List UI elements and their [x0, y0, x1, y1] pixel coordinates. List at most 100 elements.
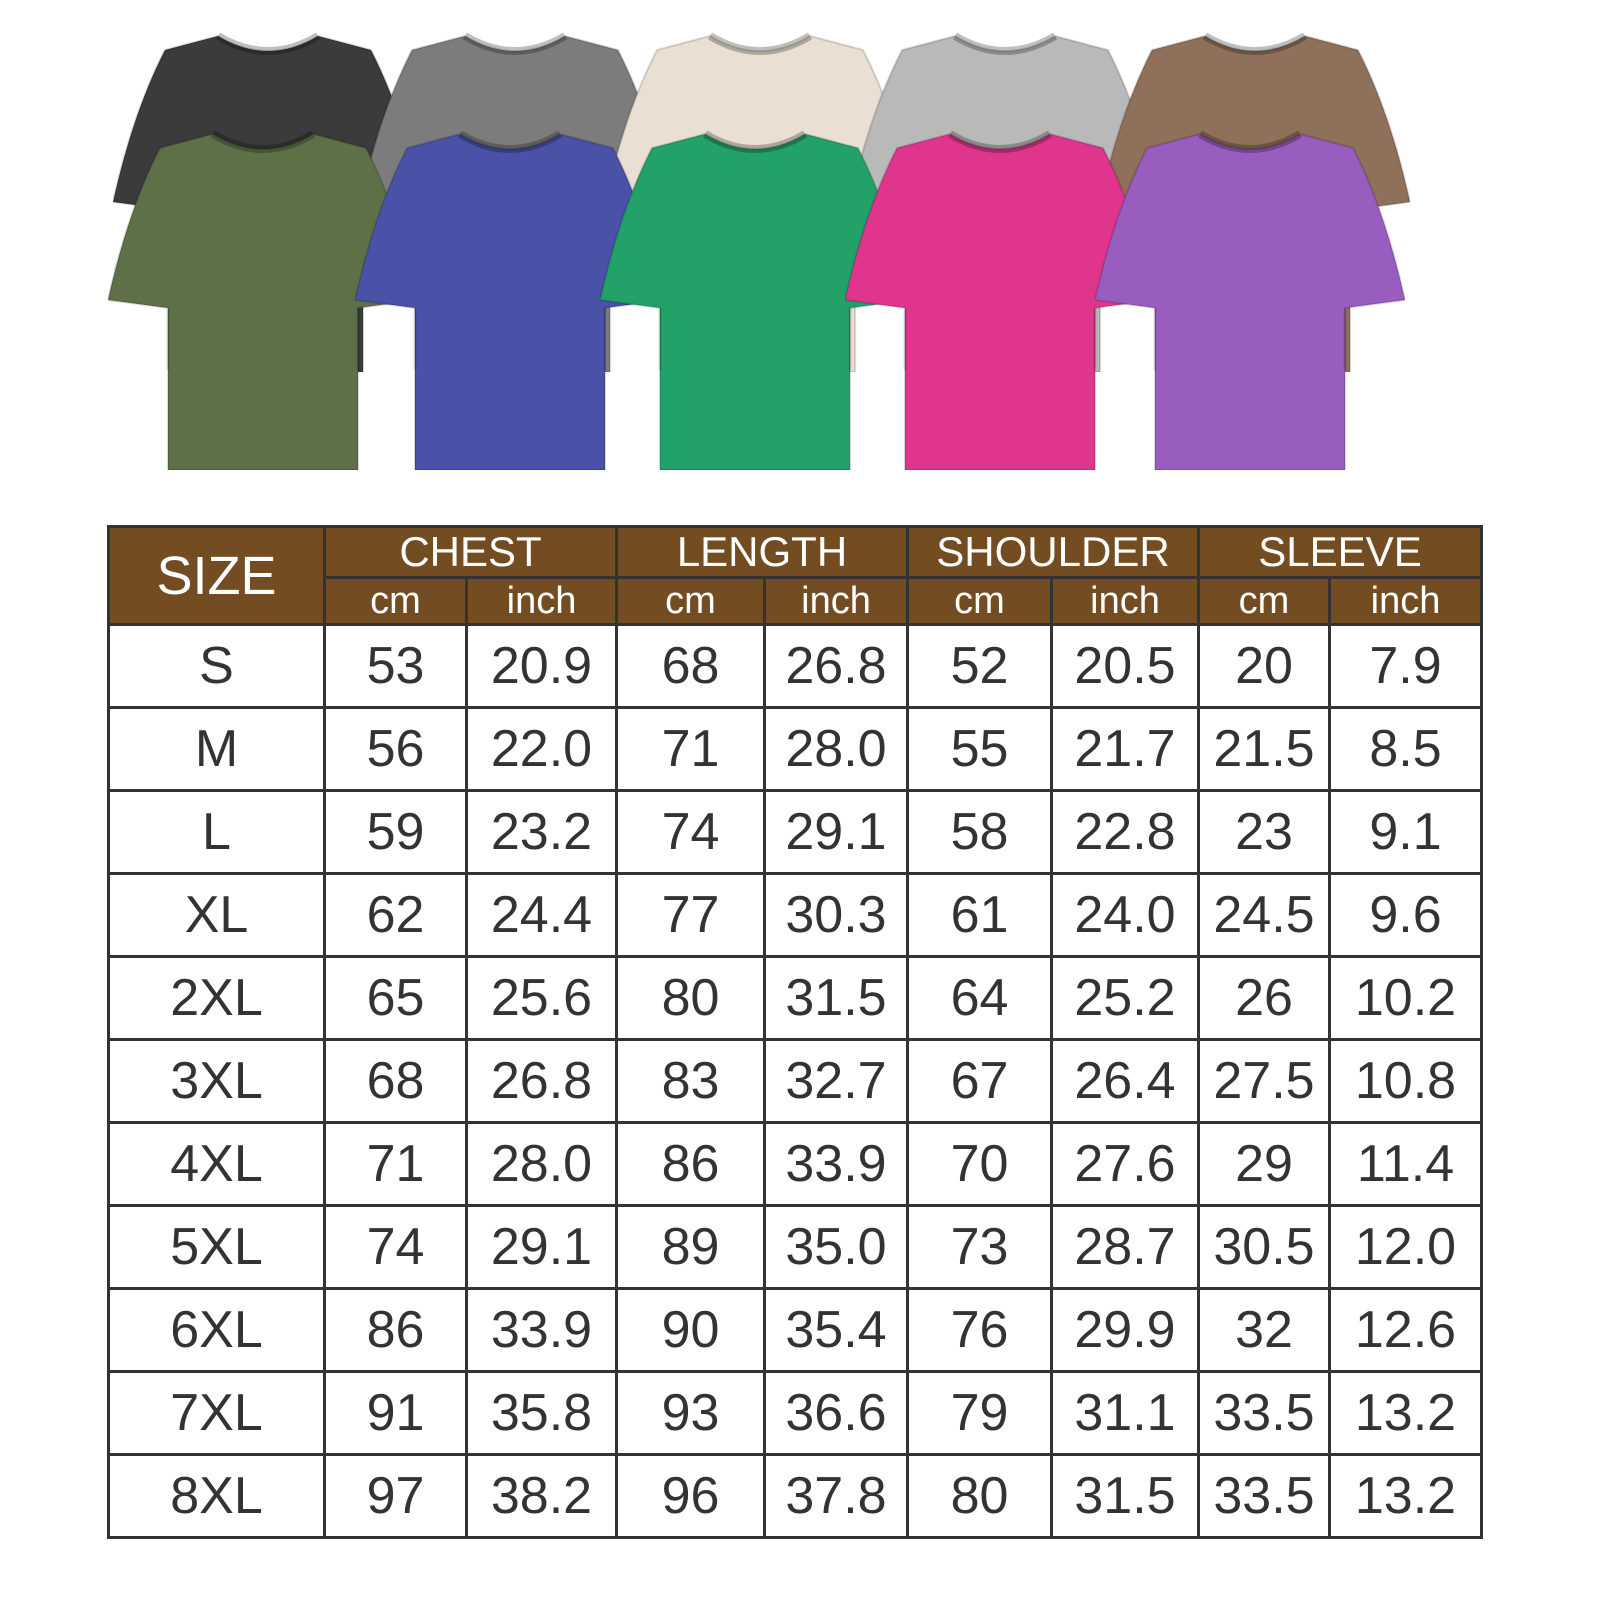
measurement-cell: 27.5 — [1197, 1038, 1331, 1124]
measurement-cell: 30.5 — [1197, 1204, 1331, 1290]
measurement-cell: 74 — [323, 1204, 468, 1290]
measurement-cell: 55 — [906, 706, 1053, 792]
measurement-cell: 21.7 — [1050, 706, 1200, 792]
sleeve-header: SLEEVE — [1197, 525, 1483, 579]
measurement-cell: 13.2 — [1328, 1370, 1483, 1456]
measurement-cell: 31.5 — [1050, 1453, 1200, 1539]
measurement-cell: 32 — [1197, 1287, 1331, 1373]
measurement-cell: 26 — [1197, 955, 1331, 1041]
measurement-cell: 28.0 — [763, 706, 909, 792]
measurement-cell: 35.0 — [763, 1204, 909, 1290]
measurement-cell: 83 — [615, 1038, 766, 1124]
measurement-cell: 58 — [906, 789, 1053, 875]
measurement-cell: 24.4 — [465, 872, 618, 958]
measurement-cell: 11.4 — [1328, 1121, 1483, 1207]
front-shirt — [600, 130, 910, 470]
measurement-cell: 33.9 — [465, 1287, 618, 1373]
measurement-cell: 71 — [323, 1121, 468, 1207]
measurement-cell: 20.5 — [1050, 623, 1200, 709]
measurement-cell: 97 — [323, 1453, 468, 1539]
measurement-cell: 35.8 — [465, 1370, 618, 1456]
measurement-cell: 29.1 — [763, 789, 909, 875]
measurement-cell: 24.5 — [1197, 872, 1331, 958]
size-cell: 2XL — [107, 955, 326, 1041]
measurement-cell: 59 — [323, 789, 468, 875]
measurement-cell: 35.4 — [763, 1287, 909, 1373]
measurement-cell: 32.7 — [763, 1038, 909, 1124]
measurement-cell: 37.8 — [763, 1453, 909, 1539]
table-row: 8XL 97 38.2 96 37.8 80 31.5 33.5 13.2 — [107, 1453, 1483, 1539]
measurement-cell: 25.2 — [1050, 955, 1200, 1041]
size-header: SIZE — [107, 525, 326, 626]
measurement-cell: 33.5 — [1197, 1453, 1331, 1539]
measurement-cell: 93 — [615, 1370, 766, 1456]
measurement-cell: 33.5 — [1197, 1370, 1331, 1456]
cm-header: cm — [323, 576, 468, 626]
table-row: M 56 22.0 71 28.0 55 21.7 21.5 8.5 — [107, 706, 1483, 792]
table-row: 5XL 74 29.1 89 35.0 73 28.7 30.5 12.0 — [107, 1204, 1483, 1290]
measurement-cell: 65 — [323, 955, 468, 1041]
measurement-cell: 56 — [323, 706, 468, 792]
table-row: 2XL 65 25.6 80 31.5 64 25.2 26 10.2 — [107, 955, 1483, 1041]
measurement-cell: 24.0 — [1050, 872, 1200, 958]
inch-header: inch — [763, 576, 909, 626]
measurement-cell: 28.0 — [465, 1121, 618, 1207]
measurement-cell: 80 — [906, 1453, 1053, 1539]
measurement-cell: 31.1 — [1050, 1370, 1200, 1456]
length-header: LENGTH — [615, 525, 909, 579]
measurement-cell: 26.8 — [763, 623, 909, 709]
measurement-cell: 96 — [615, 1453, 766, 1539]
table-row: XL 62 24.4 77 30.3 61 24.0 24.5 9.6 — [107, 872, 1483, 958]
inch-header: inch — [1328, 576, 1483, 626]
chest-header: CHEST — [323, 525, 618, 579]
inch-header: inch — [465, 576, 618, 626]
measurement-cell: 36.6 — [763, 1370, 909, 1456]
measurement-cell: 70 — [906, 1121, 1053, 1207]
measurement-cell: 9.1 — [1328, 789, 1483, 875]
size-cell: L — [107, 789, 326, 875]
cm-header: cm — [1197, 576, 1331, 626]
measurement-cell: 71 — [615, 706, 766, 792]
measurement-cell: 76 — [906, 1287, 1053, 1373]
table-row: 4XL 71 28.0 86 33.9 70 27.6 29 11.4 — [107, 1121, 1483, 1207]
shoulder-header: SHOULDER — [906, 525, 1200, 579]
measurement-cell: 12.0 — [1328, 1204, 1483, 1290]
measurement-cell: 26.4 — [1050, 1038, 1200, 1124]
measurement-cell: 67 — [906, 1038, 1053, 1124]
size-cell: 3XL — [107, 1038, 326, 1124]
measurement-cell: 22.8 — [1050, 789, 1200, 875]
measurement-cell: 23.2 — [465, 789, 618, 875]
measurement-cell: 79 — [906, 1370, 1053, 1456]
table-row: 6XL 86 33.9 90 35.4 76 29.9 32 12.6 — [107, 1287, 1483, 1373]
measurement-cell: 80 — [615, 955, 766, 1041]
measurement-cell: 29 — [1197, 1121, 1331, 1207]
measurement-cell: 73 — [906, 1204, 1053, 1290]
measurement-cell: 29.9 — [1050, 1287, 1200, 1373]
measurement-cell: 9.6 — [1328, 872, 1483, 958]
measurement-cell: 38.2 — [465, 1453, 618, 1539]
measurement-cell: 13.2 — [1328, 1453, 1483, 1539]
size-cell: XL — [107, 872, 326, 958]
measurement-cell: 27.6 — [1050, 1121, 1200, 1207]
inch-header: inch — [1050, 576, 1200, 626]
front-shirt — [355, 130, 665, 470]
size-cell: 4XL — [107, 1121, 326, 1207]
measurement-cell: 77 — [615, 872, 766, 958]
measurement-cell: 74 — [615, 789, 766, 875]
size-cell: 7XL — [107, 1370, 326, 1456]
measurement-cell: 12.6 — [1328, 1287, 1483, 1373]
measurement-cell: 8.5 — [1328, 706, 1483, 792]
size-chart-table: SIZE CHEST LENGTH SHOULDER SLEEVE cm inch… — [107, 525, 1483, 1539]
size-cell: 6XL — [107, 1287, 326, 1373]
measurement-cell: 86 — [615, 1121, 766, 1207]
measurement-cell: 7.9 — [1328, 623, 1483, 709]
measurement-cell: 20.9 — [465, 623, 618, 709]
measurement-cell: 62 — [323, 872, 468, 958]
measurement-cell: 25.6 — [465, 955, 618, 1041]
measurement-cell: 22.0 — [465, 706, 618, 792]
table-row: S 53 20.9 68 26.8 52 20.5 20 7.9 — [107, 623, 1483, 709]
measurement-cell: 31.5 — [763, 955, 909, 1041]
measurement-cell: 89 — [615, 1204, 766, 1290]
measurement-cell: 26.8 — [465, 1038, 618, 1124]
